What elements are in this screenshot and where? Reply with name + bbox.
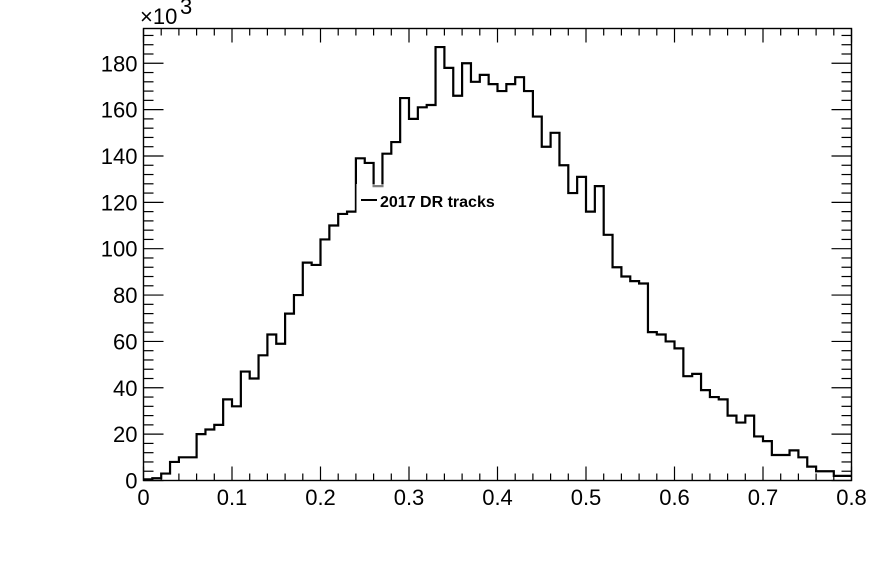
x-tick-label: 0.5	[571, 485, 602, 510]
y-tick-label: 140	[101, 144, 138, 169]
x-tick-label: 0.2	[305, 485, 336, 510]
axis-ticks	[142, 28, 853, 482]
x-tick-label: 0.1	[217, 485, 248, 510]
x-tick-label: 0.8	[836, 485, 867, 510]
y-tick-label: 40	[113, 376, 137, 401]
x-tick-label: 0.7	[748, 485, 779, 510]
y-tick-label: 20	[113, 422, 137, 447]
x-tick-label: 0.4	[482, 485, 513, 510]
tick-labels: 0 0.1 0.2 0.3 0.4 0.5 0.6 0.7 0.8 0 20 40 60 80 100 120…	[101, 51, 867, 510]
x-tick-label: 0	[137, 485, 149, 510]
histogram-line-2017-dr-tracks	[143, 45, 852, 481]
y-tick-label: 180	[101, 51, 138, 76]
y-tick-label: 100	[101, 237, 138, 262]
y-multiplier-base: ×10	[140, 4, 177, 29]
y-multiplier-exponent: 3	[180, 0, 192, 19]
y-tick-label: 120	[101, 190, 138, 215]
y-tick-label: 80	[113, 283, 137, 308]
y-tick-label: 0	[125, 469, 137, 494]
x-tick-label: 0.6	[659, 485, 690, 510]
y-tick-label: 60	[113, 329, 137, 354]
legend: 2017 DR tracks	[356, 184, 516, 216]
x-tick-label: 0.3	[394, 485, 425, 510]
y-tick-label: 160	[101, 98, 138, 123]
y-multiplier: ×10 3	[140, 0, 192, 29]
legend-box	[356, 184, 516, 216]
legend-entry-label: 2017 DR tracks	[380, 194, 495, 211]
